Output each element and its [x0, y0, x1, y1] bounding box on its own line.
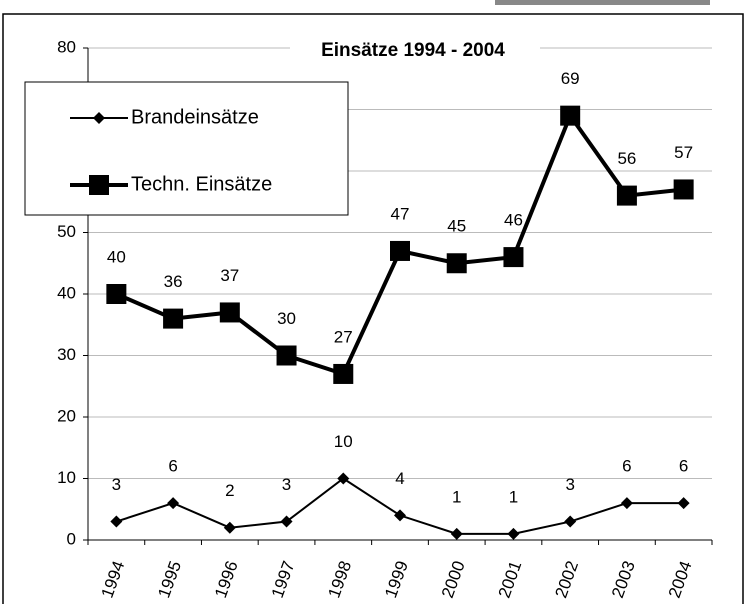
y-tick-label: 20 [57, 406, 76, 425]
marker [333, 363, 354, 384]
marker [223, 521, 236, 534]
data-label: 57 [674, 143, 693, 162]
data-label: 10 [334, 432, 353, 451]
marker [446, 253, 467, 274]
y-tick-label: 40 [57, 283, 76, 302]
marker [450, 527, 463, 540]
legend-box [24, 81, 349, 216]
y-tick-label: 10 [57, 468, 76, 487]
marker [673, 179, 694, 200]
marker [616, 185, 637, 206]
marker [677, 497, 690, 510]
data-label: 46 [504, 211, 523, 230]
data-label: 2 [225, 481, 234, 500]
legend: Brandeinsätze Techn. Einsätze [24, 81, 349, 216]
legend-label: Brandeinsätze [131, 106, 259, 128]
photo-strip [495, 0, 710, 5]
data-label: 47 [391, 204, 410, 223]
chart-title: Einsätze 1994 - 2004 [321, 40, 505, 61]
data-label: 30 [277, 309, 296, 328]
marker [394, 509, 406, 522]
data-label: 1 [452, 487, 461, 506]
marker [110, 515, 123, 528]
y-tick-label: 0 [67, 529, 76, 548]
marker [620, 497, 633, 510]
data-label: 27 [334, 327, 353, 346]
marker [337, 472, 350, 485]
marker [280, 515, 293, 528]
data-label: 37 [220, 266, 239, 285]
marker [276, 345, 297, 366]
data-label: 6 [168, 457, 177, 476]
data-label: 3 [112, 475, 121, 494]
data-label: 69 [561, 69, 580, 88]
marker [564, 515, 577, 528]
marker [167, 497, 180, 510]
y-tick-label: 30 [57, 345, 76, 364]
marker [503, 247, 524, 268]
marker [560, 105, 581, 126]
data-label: 3 [282, 475, 291, 494]
data-label: 56 [617, 149, 636, 168]
marker [93, 112, 105, 124]
title-background [290, 38, 540, 64]
y-tick-label: 80 [57, 37, 76, 56]
data-label: 3 [565, 475, 574, 494]
data-label: 4 [395, 469, 404, 488]
y-tick-label: 50 [57, 222, 76, 241]
marker [390, 240, 410, 261]
marker [106, 284, 127, 304]
marker [507, 527, 520, 540]
data-label: 40 [107, 247, 126, 266]
data-label: 1 [509, 487, 518, 506]
marker [89, 175, 109, 195]
legend-label: Techn. Einsätze [131, 173, 272, 195]
data-label: 6 [679, 457, 688, 476]
data-label: 45 [447, 217, 466, 236]
marker [163, 308, 184, 329]
data-label: 36 [164, 272, 183, 291]
marker [219, 302, 240, 323]
data-label: 6 [622, 457, 631, 476]
